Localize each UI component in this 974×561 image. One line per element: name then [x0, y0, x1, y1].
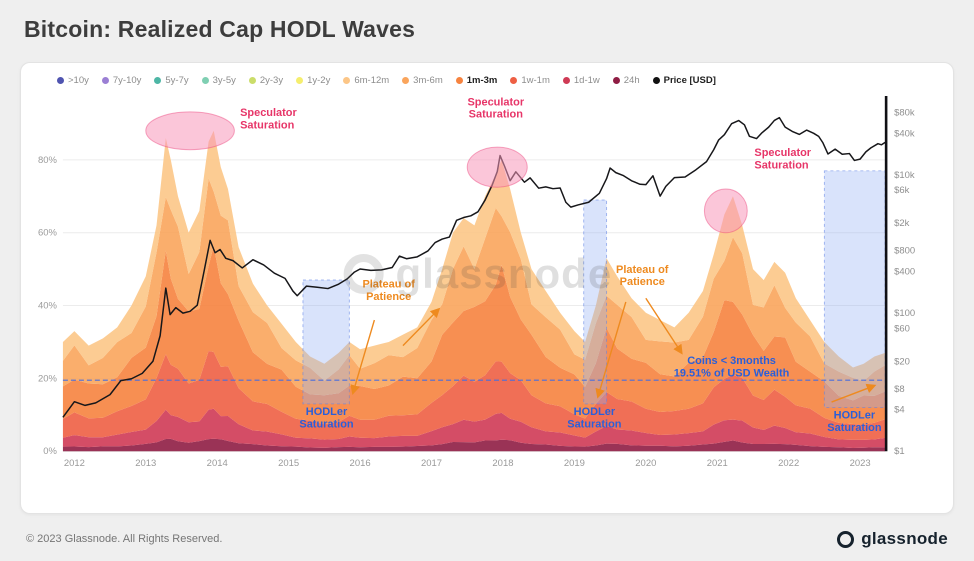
- legend-color-dot-icon: [248, 77, 256, 84]
- legend-item-7y-10y[interactable]: 7y-10y: [101, 75, 142, 86]
- legend-item-1d-1w[interactable]: 1d-1w: [562, 75, 600, 86]
- svg-text:$4: $4: [894, 405, 905, 416]
- svg-text:2019: 2019: [564, 458, 585, 469]
- svg-text:2014: 2014: [207, 458, 228, 469]
- legend-color-dot-icon: [652, 77, 660, 84]
- legend-color-dot-icon: [201, 77, 209, 84]
- svg-text:2012: 2012: [64, 458, 85, 469]
- glassnode-logo: glassnode: [837, 529, 948, 549]
- svg-text:$40k: $40k: [894, 128, 915, 139]
- hodler-saturation-boxes: [302, 170, 886, 409]
- legend-label: 7y-10y: [112, 75, 142, 86]
- svg-text:2018: 2018: [492, 458, 513, 469]
- svg-text:$20: $20: [894, 356, 910, 367]
- legend-label: 3y-5y: [212, 75, 236, 86]
- legend-label: 1d-1w: [573, 75, 600, 86]
- svg-text:60%: 60%: [38, 228, 58, 239]
- svg-text:$60: $60: [894, 323, 910, 334]
- svg-text:$8: $8: [894, 384, 905, 395]
- legend-item-2y-3y[interactable]: 2y-3y: [248, 75, 284, 86]
- svg-text:2021: 2021: [707, 458, 728, 469]
- legend-label: 1m-3m: [466, 75, 498, 86]
- svg-text:40%: 40%: [38, 301, 58, 312]
- legend-item-6m-12m[interactable]: 6m-12m: [343, 75, 389, 86]
- svg-text:$400: $400: [894, 266, 915, 277]
- svg-text:$80k: $80k: [894, 108, 915, 119]
- legend-item-price-usd-[interactable]: Price [USD]: [652, 75, 716, 86]
- svg-text:80%: 80%: [38, 155, 58, 166]
- svg-text:$100: $100: [894, 308, 915, 319]
- svg-text:2016: 2016: [350, 458, 371, 469]
- legend-item-3y-5y[interactable]: 3y-5y: [201, 75, 236, 86]
- svg-text:2015: 2015: [278, 458, 299, 469]
- svg-text:2022: 2022: [778, 458, 799, 469]
- legend-color-dot-icon: [510, 77, 518, 84]
- legend-color-dot-icon: [296, 77, 304, 84]
- legend-label: 3m-6m: [413, 75, 443, 86]
- legend-label: Price [USD]: [663, 75, 716, 86]
- svg-text:$800: $800: [894, 246, 915, 257]
- legend-color-dot-icon: [154, 77, 162, 84]
- legend-color-dot-icon: [562, 77, 570, 84]
- svg-text:0%: 0%: [43, 446, 57, 457]
- legend-color-dot-icon: [402, 77, 410, 84]
- glassnode-logo-icon: [837, 530, 855, 548]
- chart-card: >10y 7y-10y 5y-7y 3y-5y 2y-3y 1y-2y 6m-12m 3m-6…: [20, 62, 954, 514]
- svg-text:2013: 2013: [135, 458, 156, 469]
- legend-item-3m-6m[interactable]: 3m-6m: [402, 75, 443, 86]
- legend-label: 2y-3y: [259, 75, 284, 86]
- footer: © 2023 Glassnode. All Rights Reserved. g…: [0, 524, 974, 554]
- legend-label: 6m-12m: [354, 75, 390, 86]
- legend-label: 5y-7y: [165, 75, 189, 86]
- legend-label: 1w-1m: [521, 75, 550, 86]
- legend-label: 24h: [623, 75, 640, 86]
- chart-legend: >10y 7y-10y 5y-7y 3y-5y 2y-3y 1y-2y 6m-12m 3m-6…: [29, 71, 945, 90]
- legend-color-dot-icon: [343, 77, 351, 84]
- svg-text:2017: 2017: [421, 458, 442, 469]
- svg-text:$6k: $6k: [894, 185, 910, 196]
- legend-item-1w-1m[interactable]: 1w-1m: [510, 75, 550, 86]
- legend-item-5y-7y[interactable]: 5y-7y: [154, 75, 189, 86]
- legend-color-dot-icon: [455, 77, 463, 84]
- legend-color-dot-icon: [101, 77, 109, 84]
- legend-label: >10y: [68, 75, 89, 86]
- legend-label: 1y-2y: [307, 75, 331, 86]
- legend-color-dot-icon: [612, 77, 620, 84]
- chart-plot[interactable]: 0% 20% 40% 60% 80% $1 $4 $8 $20 $60 $100 $400 $800 $2…: [29, 90, 945, 489]
- svg-text:2023: 2023: [850, 458, 871, 469]
- page-title: Bitcoin: Realized Cap HODL Waves: [24, 16, 416, 42]
- plot-wrap: 0% 20% 40% 60% 80% $1 $4 $8 $20 $60 $100 $400 $800 $2…: [29, 90, 945, 489]
- legend-item--10y[interactable]: >10y: [57, 75, 89, 86]
- legend-color-dot-icon: [57, 77, 64, 84]
- svg-text:2020: 2020: [635, 458, 656, 469]
- svg-text:$10k: $10k: [894, 170, 915, 181]
- svg-text:20%: 20%: [38, 373, 58, 384]
- legend-item-1y-2y[interactable]: 1y-2y: [296, 75, 330, 86]
- glassnode-logo-text: glassnode: [861, 529, 948, 548]
- legend-item-24h[interactable]: 24h: [612, 75, 640, 86]
- svg-text:$2k: $2k: [894, 218, 910, 229]
- annotations: Speculator Saturation Speculator Saturation…: [145, 96, 882, 434]
- svg-text:$1: $1: [894, 446, 905, 457]
- legend-item-1m-3m[interactable]: 1m-3m: [455, 75, 498, 86]
- copyright-text: © 2023 Glassnode. All Rights Reserved.: [26, 533, 223, 545]
